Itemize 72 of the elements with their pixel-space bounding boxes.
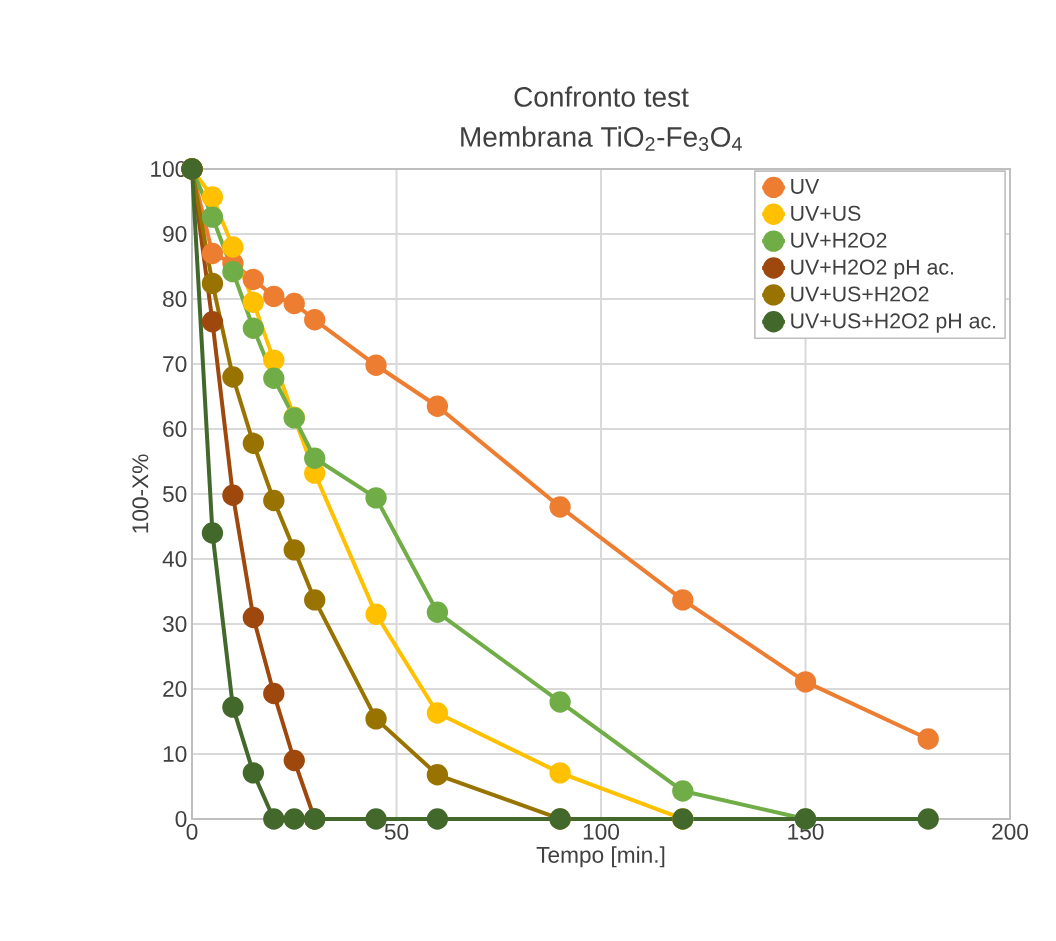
y-tick-label: 60 [163,420,187,438]
point [242,606,265,629]
point [365,708,387,730]
point [263,285,285,308]
point [365,808,387,830]
y-tick-label: 40 [162,550,187,568]
x-tick-label: 200 [992,823,1029,840]
point [304,447,326,469]
legend-label: UV+US+H2O2 pH ac. [791,313,996,333]
point [283,539,305,561]
y-tick-label: 20 [163,680,187,698]
point [201,206,224,228]
point [201,522,224,544]
point [426,808,449,830]
point [426,395,449,417]
point [242,762,265,784]
legend-label: UV [791,179,820,194]
point [201,186,224,208]
point [426,601,449,623]
y-tick-label: 50 [162,485,187,503]
point [222,484,244,506]
y-tick-label: 0 [175,810,187,828]
point [263,808,285,830]
point [549,496,571,518]
legend-label: UV+US+H2O2 [791,286,929,302]
point [201,242,224,265]
point [283,749,305,772]
legend-label: UV+H2O2 [791,232,887,248]
point [222,366,244,388]
y-tick-label: 80 [163,290,187,308]
point [201,272,224,295]
y-tick-label: 30 [162,615,187,633]
point [549,691,571,713]
point [263,367,285,389]
x-tick-label: 100 [583,823,620,840]
point [917,808,939,830]
point [201,311,224,333]
x-axis-title: Tempo [min.] [536,846,665,868]
point [242,291,265,313]
point [242,317,265,339]
point [794,671,817,693]
legend-label: UV+H2O2 pH ac. [791,259,954,279]
point [222,261,244,283]
point [283,808,305,830]
point [365,354,387,376]
point [283,292,305,315]
point [242,268,265,291]
y-tick-label: 70 [163,355,187,373]
point [263,682,285,705]
point [365,487,387,509]
point [549,762,571,784]
x-tick-label: 0 [186,823,198,840]
y-axis-title: 100-X% [132,454,149,533]
point [672,780,694,802]
point [917,728,939,750]
point [365,603,387,625]
point [263,489,285,512]
point [426,702,449,724]
point [672,589,694,611]
y-tick-label: 10 [163,745,187,763]
point [304,589,326,611]
chart-title: Confronto test [514,86,689,107]
chart-subtitle: Membrana TiO$_{2}$-Fe$_{3}$O$_{4}$ [461,126,742,151]
point [222,696,244,718]
y-tick-label: 90 [163,225,187,243]
point [263,349,285,371]
point [242,432,265,454]
point [426,764,449,786]
point [222,236,244,258]
x-tick-label: 50 [384,823,409,840]
legend-label: UV+US [791,205,861,221]
point [304,309,326,331]
